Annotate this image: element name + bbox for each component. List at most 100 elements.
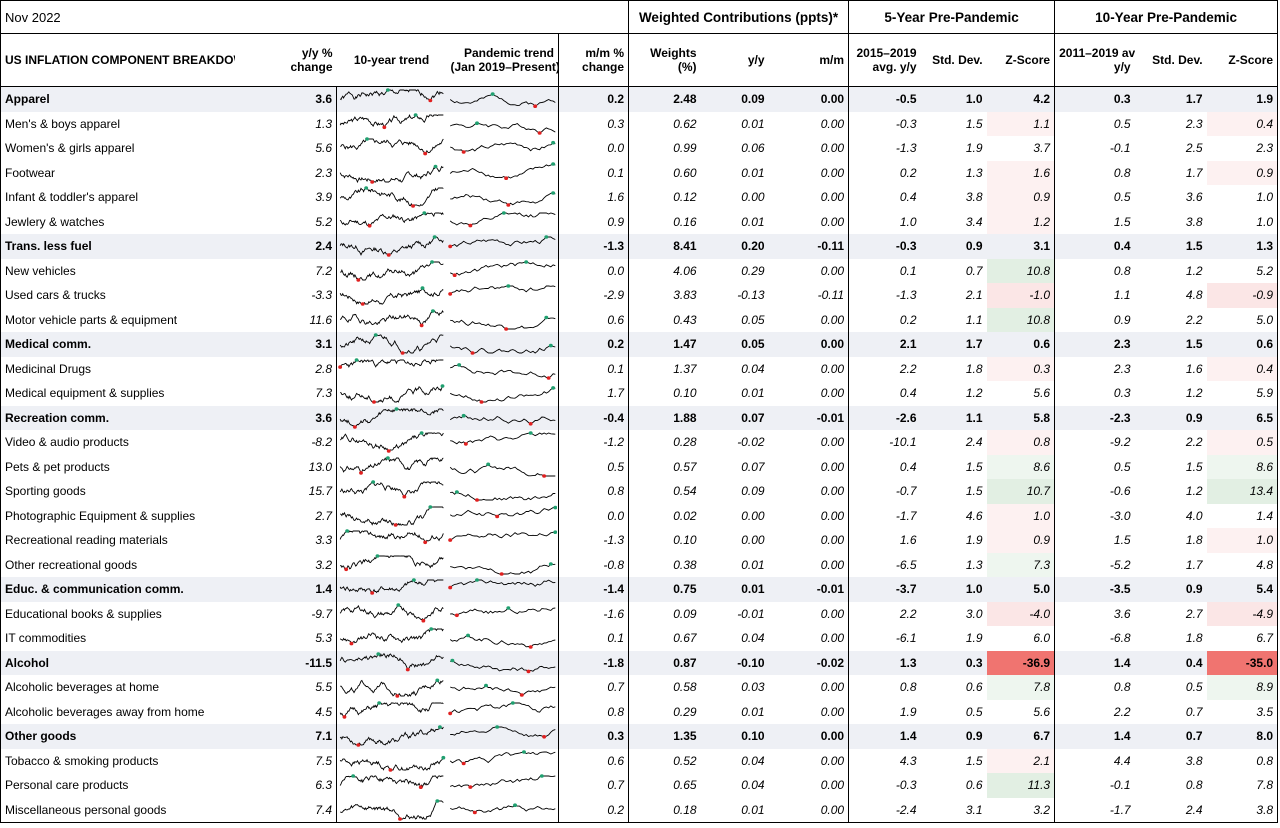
cell-s10v: 1.5 — [1134, 332, 1207, 357]
cell-wmm: -0.11 — [817, 288, 845, 303]
cell-s10v: 3.6 — [1185, 190, 1203, 205]
header-pandemic: Pandemic trend (Jan 2019–Present) — [450, 46, 559, 74]
cell-s5: 1.5 — [965, 116, 983, 131]
pandemic-trend-sparkline — [447, 602, 559, 627]
cell-z5: 7.8 — [986, 675, 1055, 700]
cell-s5: 0.3 — [920, 650, 987, 675]
cell-yoy: 1.3 — [315, 116, 332, 131]
cell-z10: 6.7 — [1256, 631, 1274, 646]
cell-name: Women's & girls apparel — [5, 141, 135, 156]
pandemic-trend-sparkline — [446, 577, 559, 602]
cell-z10: 3.8 — [1256, 802, 1274, 817]
cell-wyy: -0.01 — [737, 606, 765, 621]
cell-name: Miscellaneous personal goods — [5, 802, 167, 817]
cell-a5: -1.3 — [848, 283, 921, 308]
cell-yoy: 3.6 — [234, 86, 337, 112]
cell-name: Tobacco & smoking products — [5, 753, 159, 768]
cell-name: Recreational reading materials — [5, 533, 168, 548]
cell-mom: 0.2 — [557, 332, 629, 357]
cell-w: 0.29 — [628, 699, 701, 724]
cell-mom: 0.2 — [557, 797, 629, 823]
cell-mom: 1.7 — [557, 381, 629, 406]
cell-wyy: 0.01 — [700, 577, 769, 602]
cell-z5: 8.6 — [986, 454, 1055, 479]
cell-wyy: 0.00 — [741, 533, 765, 548]
cell-s5: 1.0 — [920, 86, 987, 112]
cell-z10: 1.0 — [1256, 214, 1274, 229]
cell-s10v: 1.5 — [1185, 459, 1203, 474]
table-row: Photographic Equipment & supplies 2.7 0.0 0… — [1, 503, 1278, 529]
cell-a5: 4.3 — [848, 748, 921, 773]
table-row: Alcoholic beverages at home 5.5 0.7 0.58 0.0… — [1, 675, 1278, 700]
cell-wmm: 0.00 — [820, 263, 845, 278]
cell-mom: -0.4 — [557, 405, 629, 430]
ten-year-trend-sparkline — [336, 552, 447, 577]
cell-a5: -10.1 — [848, 430, 921, 455]
pandemic-trend-sparkline — [447, 381, 559, 406]
header-avg10: 2011–2019 avg.y/y — [1054, 33, 1135, 87]
table-row: Infant & toddler's apparel 3.9 1.6 0.12 0.00… — [1, 185, 1278, 210]
cell-a10: 0.8 — [1054, 258, 1135, 283]
cell-a10: -3.5 — [1054, 577, 1135, 602]
cell-z5: 0.6 — [986, 332, 1055, 357]
cell-wmm: -0.02 — [768, 650, 849, 675]
header-wmm: m/m — [819, 53, 845, 67]
cell-z10: 8.0 — [1206, 724, 1278, 749]
pandemic-trend-sparkline — [447, 112, 559, 137]
cell-s10v: 2.5 — [1185, 141, 1203, 156]
cell-wmm: 0.00 — [820, 680, 845, 695]
cell-s5: 2.4 — [965, 435, 983, 450]
cell-wyy: 0.01 — [741, 557, 765, 572]
table-row: Pets & pet products 13.0 0.5 0.57 0.07 0.00 0.… — [1, 454, 1278, 479]
cell-yoy: 3.2 — [315, 557, 332, 572]
cell-a10: -1.7 — [1054, 797, 1135, 823]
cell-s5: 3.0 — [965, 606, 983, 621]
pandemic-trend-sparkline — [446, 724, 559, 749]
cell-wyy: 0.01 — [741, 704, 765, 719]
cell-yoy: 4.5 — [315, 704, 332, 719]
cell-a10: -0.1 — [1054, 136, 1135, 161]
cell-w: 2.48 — [628, 86, 701, 112]
cell-name: Sporting goods — [5, 484, 86, 499]
cell-yoy: -8.2 — [311, 435, 332, 450]
cell-mom: 0.5 — [557, 454, 629, 479]
cell-z5: 4.2 — [986, 86, 1055, 112]
cell-a10: 2.3 — [1054, 332, 1135, 357]
cell-s5: 0.5 — [965, 704, 983, 719]
ten-year-trend-sparkline — [336, 454, 447, 479]
cell-yoy: 11.6 — [309, 312, 332, 327]
header-z10: Z-Score — [1228, 53, 1274, 67]
cell-w: 0.10 — [628, 381, 701, 406]
cell-s10v: 2.4 — [1185, 802, 1203, 817]
cell-z5: -1.0 — [986, 283, 1055, 308]
ten-year-trend-sparkline — [336, 748, 447, 773]
cell-z5: 10.7 — [986, 479, 1055, 504]
cell-s10v: 2.2 — [1185, 435, 1203, 450]
ten-year-trend-sparkline — [336, 430, 447, 455]
cell-s5: 3.4 — [965, 214, 983, 229]
pandemic-trend-sparkline — [447, 504, 559, 529]
cell-wyy: 0.20 — [700, 234, 769, 259]
cell-wmm: 0.00 — [768, 86, 849, 112]
category-row: Recreation comm. 3.6 -0.4 1.88 0.07 -0.01 -2.6… — [0, 405, 1278, 430]
cell-w: 1.47 — [628, 332, 701, 357]
cell-yoy: 7.2 — [315, 263, 332, 278]
cell-z10: 5.4 — [1206, 577, 1278, 602]
pandemic-trend-sparkline — [447, 675, 559, 700]
category-row: Trans. less fuel 2.4 -1.3 8.41 0.20 -0.11 -0.3… — [0, 234, 1278, 259]
category-row: Medical comm. 3.1 0.2 1.47 0.05 0.00 2.1 1.7 0.6… — [0, 332, 1278, 357]
cell-name: IT commodities — [5, 631, 87, 646]
cell-name: Pets & pet products — [5, 459, 110, 474]
category-row: Educ. & communication comm. 1.4 -1.4 0.75 0.… — [0, 577, 1278, 602]
cell-mom: 0.0 — [557, 258, 629, 283]
cell-s10v: 1.5 — [1134, 234, 1207, 259]
cell-wyy: 0.03 — [741, 680, 765, 695]
cell-a10: 1.5 — [1054, 528, 1135, 553]
cell-z10: 0.9 — [1206, 160, 1278, 185]
cell-name: Alcoholic beverages at home — [5, 680, 160, 695]
table-row: Other recreational goods 3.2 -0.8 0.38 0.01 0… — [1, 552, 1278, 577]
cell-w: 8.41 — [628, 234, 701, 259]
table-row: Women's & girls apparel 5.6 0.0 0.99 0.06 0.0… — [1, 136, 1278, 161]
cell-s10v: 1.8 — [1185, 631, 1203, 646]
pandemic-trend-sparkline — [446, 234, 559, 259]
